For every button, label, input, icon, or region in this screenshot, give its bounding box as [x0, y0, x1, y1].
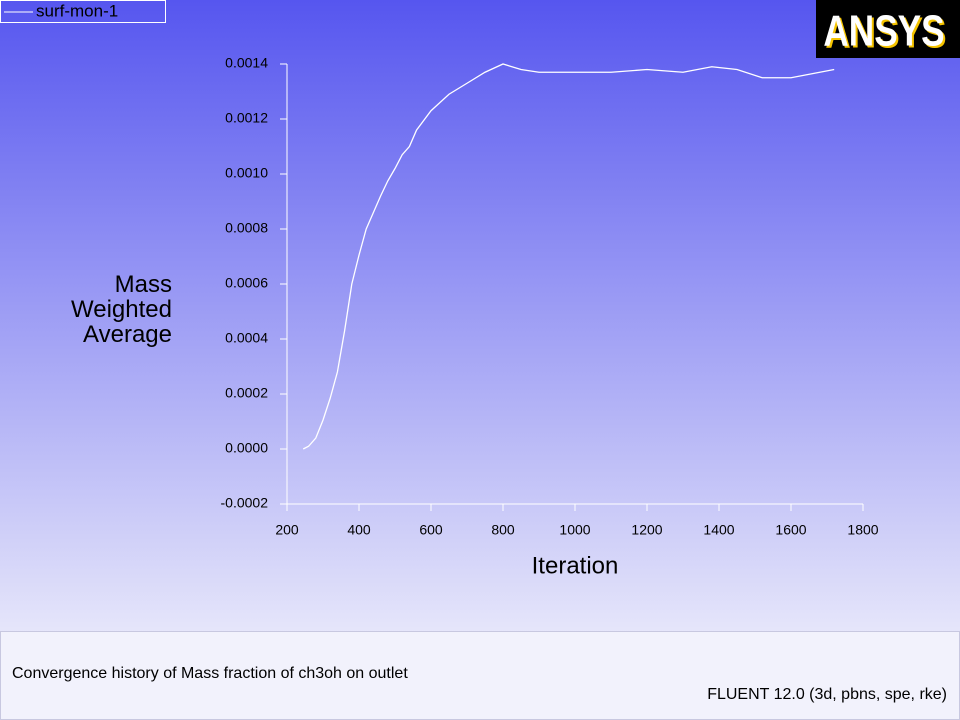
- caption: Convergence history of Mass fraction of …: [12, 665, 408, 682]
- x-tick-label: 400: [347, 522, 371, 538]
- y-tick-label: 0.0006: [225, 275, 268, 291]
- y-axis-label: Mass Weighted Average: [71, 271, 172, 348]
- x-tick-label: 1000: [559, 522, 590, 538]
- logo: ANSYS: [823, 7, 944, 56]
- x-tick-label: 1200: [631, 522, 662, 538]
- x-tick-label: 800: [491, 522, 515, 538]
- logo-box: [816, 0, 960, 58]
- y-tick-label: 0.0002: [225, 385, 268, 401]
- y-tick-label: 0.0008: [225, 220, 268, 236]
- y-tick-label: 0.0014: [225, 55, 268, 71]
- legend-label: surf-mon-1: [36, 1, 118, 20]
- caption-panel: Convergence history of Mass fraction of …: [0, 631, 960, 720]
- x-axis-label: Iteration: [532, 552, 619, 579]
- x-tick-label: 200: [275, 522, 299, 538]
- y-tick-label: 0.0000: [225, 440, 268, 456]
- logo-shadow: ANSYS: [825, 9, 946, 58]
- y-tick-label: -0.0002: [221, 495, 269, 511]
- y-tick-label: 0.0012: [225, 110, 268, 126]
- x-tick-label: 600: [419, 522, 443, 538]
- data-line: [302, 63, 835, 450]
- x-tick-label: 1600: [775, 522, 806, 538]
- x-tick-label: 1400: [703, 522, 734, 538]
- legend-box: [0, 0, 166, 23]
- footer: FLUENT 12.0 (3d, pbns, spe, rke): [707, 686, 947, 703]
- x-tick-label: 1800: [847, 522, 878, 538]
- y-tick-label: 0.0010: [225, 165, 268, 181]
- y-tick-label: 0.0004: [225, 330, 268, 346]
